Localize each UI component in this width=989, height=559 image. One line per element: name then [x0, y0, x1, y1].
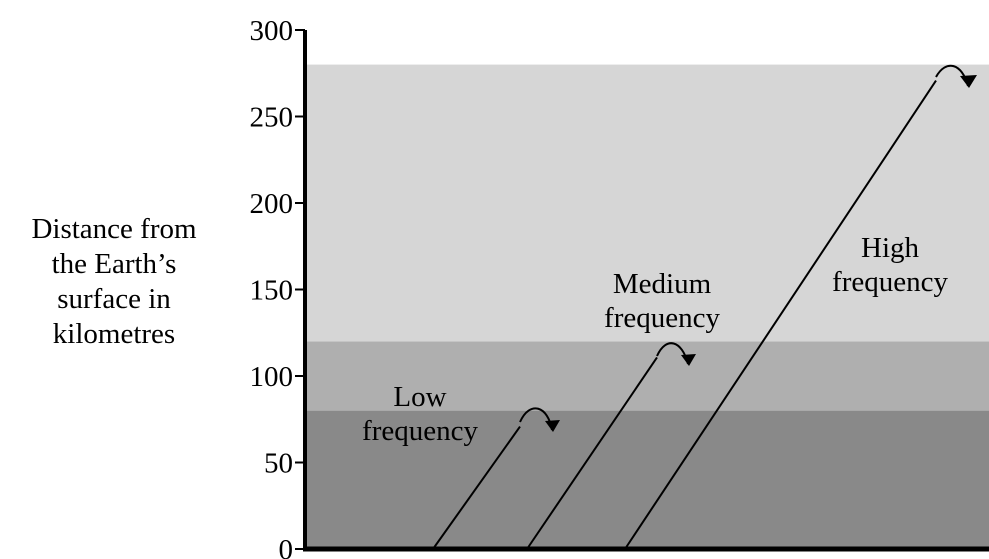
wave-label-line: High — [861, 232, 920, 264]
wave-label-line: Low — [393, 381, 446, 413]
wave-path-3 — [624, 80, 937, 550]
y-tick-label: 300 — [250, 15, 294, 47]
wave-label-line: frequency — [832, 266, 948, 298]
wave-label-1: Low frequency — [362, 381, 478, 447]
wave-label-line: frequency — [604, 302, 720, 334]
arrow-head-icon — [681, 354, 696, 366]
wave-path-2 — [526, 356, 658, 550]
y-tick-label: 50 — [264, 448, 293, 480]
atmosphere-layers — [305, 64, 989, 549]
y-tick-label: 100 — [250, 361, 294, 393]
wave-label-line: Medium — [613, 268, 712, 300]
y-tick-label: 0 — [279, 534, 294, 559]
wave-label-3: High frequency — [832, 232, 948, 298]
wave-paths — [432, 64, 977, 550]
wave-label-line: frequency — [362, 415, 478, 447]
y-axis-label-line-1: Distance from — [31, 213, 197, 245]
wave-label-2: Medium frequency — [604, 268, 720, 334]
y-tick-label: 250 — [250, 102, 294, 134]
y-tick-label: 150 — [250, 275, 294, 307]
y-axis-label-line-2: the Earth’s — [51, 248, 177, 280]
atmosphere-layer-1 — [305, 410, 989, 549]
arrow-head-icon — [545, 420, 560, 432]
atmosphere-layer-2 — [305, 341, 989, 411]
atmosphere-layer-3 — [305, 64, 989, 342]
y-axis-label: Distance from the Earth’s surface in kil… — [0, 212, 228, 352]
y-axis-label-line-4: kilometres — [52, 318, 176, 350]
wave-path-1 — [432, 426, 521, 550]
y-axis-ticks: 0 50 100 150 200 250 300 — [250, 15, 305, 559]
arrow-head-icon — [960, 75, 977, 88]
y-axis-label-line-3: surface in — [57, 283, 171, 315]
y-tick-label: 200 — [250, 188, 294, 220]
